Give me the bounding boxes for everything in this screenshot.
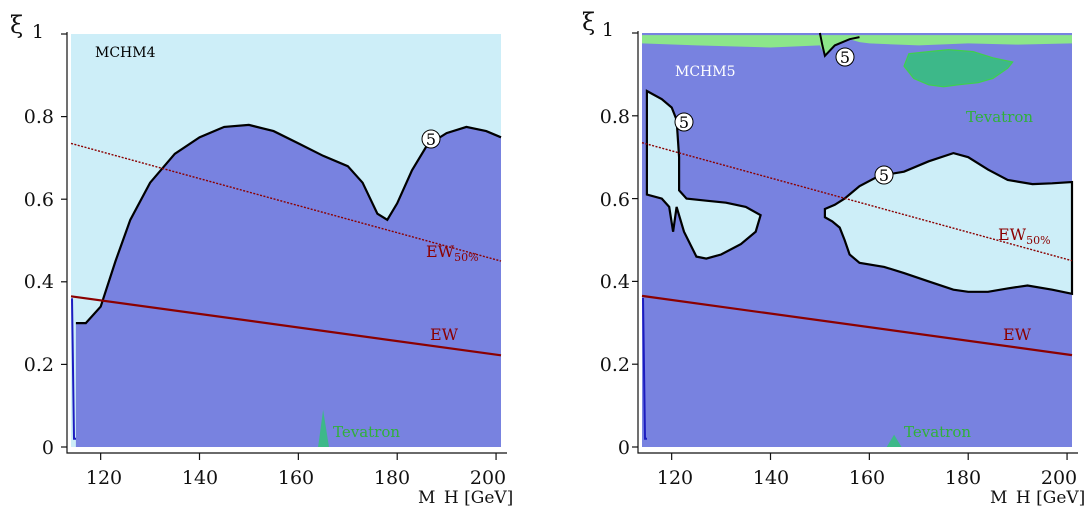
top-band-contour: [818, 32, 860, 58]
ew-label: EW: [430, 325, 459, 344]
lower-edge-spike: [642, 297, 647, 440]
tick-marks: [632, 32, 1068, 460]
contour-5-label-left: 5: [674, 112, 694, 132]
x-tick-label-120: 120: [86, 467, 122, 489]
tevatron-label: Tevatron: [333, 423, 400, 441]
y-tick-label-0.2: 0.2: [24, 354, 54, 376]
svg-text:5: 5: [426, 130, 436, 149]
ew50-line: [641, 142, 1073, 262]
y-tick-label-0.8: 0.8: [24, 106, 54, 128]
top-band-region: [642, 35, 1072, 56]
y-tick-label-0.8: 0.8: [600, 106, 630, 128]
ew-line: [641, 294, 1073, 357]
y-tick-label-0.2: 0.2: [600, 354, 630, 376]
tick-marks: [61, 33, 497, 460]
x-axis-label: M_H [GeV]: [990, 488, 1085, 506]
tevatron-region-bottom: [886, 434, 902, 447]
svg-text:5: 5: [679, 113, 689, 132]
allowed-region-left: [645, 89, 762, 260]
x-tick-label-160: 160: [278, 467, 314, 489]
svg-text:5: 5: [879, 166, 889, 185]
x-tick-label-160: 160: [849, 467, 885, 489]
x-tick-label-200: 200: [1041, 467, 1077, 489]
contour-5-label-right: 5: [874, 165, 894, 185]
y-axis-label: ξ: [582, 8, 595, 36]
lower-edge-spike: [71, 298, 76, 440]
x-tick-label-180: 180: [945, 467, 981, 489]
x-tick-label-140: 140: [753, 467, 789, 489]
tevatron-label-top: Tevatron: [966, 108, 1033, 126]
x-tick-label-140: 140: [182, 467, 218, 489]
x-axis-label: M_H [GeV]: [418, 488, 513, 506]
contour-5-label-top: 5: [835, 47, 855, 67]
y-tick-label-0: 0: [42, 437, 54, 459]
ew50-line: [70, 142, 502, 262]
y-tick-label-1: 1: [32, 21, 44, 43]
axes-frame: [66, 32, 507, 454]
y-tick-label-0.4: 0.4: [600, 271, 630, 293]
x-tick-label-120: 120: [657, 467, 693, 489]
ew-label: EW: [1003, 325, 1032, 344]
ew50-label: EW50%: [998, 225, 1051, 247]
y-axis-label: ξ: [10, 11, 23, 39]
y-tick-label-0.6: 0.6: [600, 189, 630, 211]
axes-frame: [637, 31, 1078, 454]
panel-mchm4: MCHM4 5 EW50% EW Tevatron ξ 1 0.8 0.6 0.…: [10, 11, 513, 506]
y-tick-label-1: 1: [602, 19, 614, 41]
tevatron-region: [903, 48, 1014, 88]
svg-text:5: 5: [840, 48, 850, 67]
y-tick-label-0.4: 0.4: [24, 271, 54, 293]
tevatron-label: Tevatron: [904, 423, 971, 441]
y-tick-label-0.6: 0.6: [24, 189, 54, 211]
tevatron-region: [318, 409, 329, 447]
panel-mchm5: MCHM5 5 5 5 Tevatron EW50% EW Tevatron ξ…: [582, 8, 1085, 506]
y-tick-label-0: 0: [618, 437, 630, 459]
model-label: MCHM5: [675, 64, 736, 80]
contour-5-label: 5: [421, 129, 441, 149]
ew-line: [70, 295, 502, 357]
allowed-region-right: [823, 151, 1074, 296]
excluded-region: [75, 124, 502, 448]
ew50-label: EW50%: [426, 242, 479, 264]
x-tick-label-200: 200: [470, 467, 506, 489]
model-label: MCHM4: [95, 45, 156, 61]
x-tick-label-180: 180: [374, 467, 410, 489]
